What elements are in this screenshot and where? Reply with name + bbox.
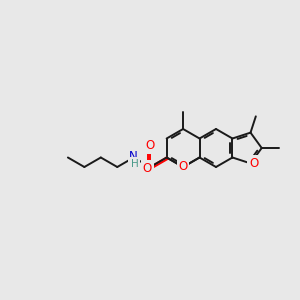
Text: O: O: [178, 160, 188, 173]
Text: O: O: [146, 139, 155, 152]
Text: O: O: [249, 157, 258, 170]
Text: H: H: [131, 159, 139, 169]
Text: O: O: [143, 162, 152, 175]
Text: N: N: [129, 149, 138, 163]
